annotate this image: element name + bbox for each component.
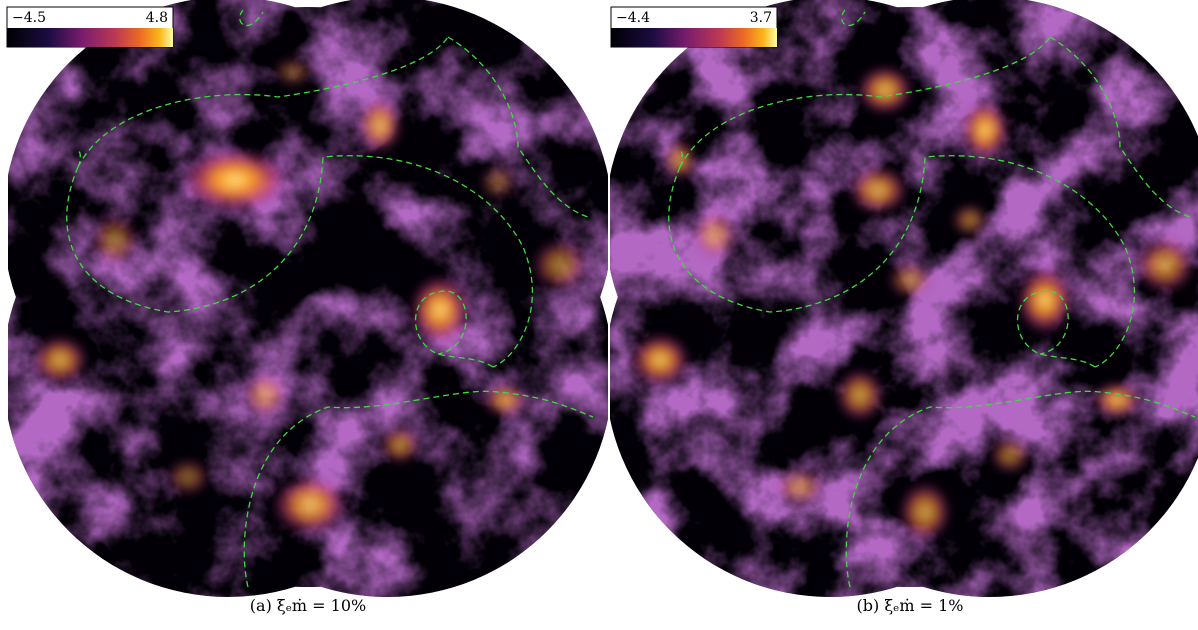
hot-spot xyxy=(273,58,313,86)
contour-line xyxy=(77,36,449,168)
hot-spot xyxy=(480,164,516,200)
contour-line xyxy=(66,155,533,368)
hot-spot xyxy=(410,275,470,345)
contour-line xyxy=(668,155,1135,368)
hot-spot xyxy=(888,262,932,298)
hot-spots xyxy=(630,66,1195,542)
hot-spot xyxy=(483,384,527,416)
contour-line xyxy=(679,151,683,168)
hot-spot xyxy=(848,166,908,214)
hot-spot xyxy=(166,459,210,495)
contour-line xyxy=(239,9,264,27)
contours xyxy=(66,9,594,588)
colorbar: −4.4 3.7 xyxy=(610,6,778,48)
density-map xyxy=(610,0,1198,597)
hot-spot xyxy=(272,475,348,535)
contour-line xyxy=(1017,290,1096,368)
caption: (b) ξₑṁ = 1% xyxy=(857,596,964,615)
hot-spot xyxy=(836,369,884,421)
map-panel xyxy=(610,0,1198,597)
contour-line xyxy=(447,36,589,218)
hot-spot xyxy=(91,214,139,266)
contour-line xyxy=(841,9,866,27)
hot-spot xyxy=(630,334,690,386)
hot-spot xyxy=(899,482,951,542)
hot-spot xyxy=(180,148,290,212)
density-map xyxy=(8,0,608,597)
colorbar-max: 4.8 xyxy=(146,10,168,26)
hot-spot xyxy=(358,97,402,153)
contour-line xyxy=(679,36,1051,168)
hot-spot xyxy=(693,211,737,259)
hot-spot xyxy=(664,140,696,180)
colorbar: −4.5 4.8 xyxy=(6,6,174,48)
hot-spot xyxy=(990,437,1030,473)
hot-spot xyxy=(1135,237,1195,293)
contour-line xyxy=(415,290,494,368)
hot-spot xyxy=(532,239,588,291)
contours xyxy=(668,9,1196,588)
hot-spot xyxy=(243,373,287,417)
hot-spot xyxy=(1017,266,1073,334)
hot-spot xyxy=(952,204,988,236)
colorbar-min: −4.5 xyxy=(12,10,46,26)
contour-line xyxy=(77,151,81,168)
hot-spot xyxy=(380,427,420,463)
hot-spots xyxy=(32,58,588,535)
colorbar-min: −4.4 xyxy=(616,10,650,26)
hot-spot xyxy=(776,469,824,505)
hot-spot xyxy=(32,336,88,384)
colorbar-max: 3.7 xyxy=(750,10,772,26)
hot-spot xyxy=(1093,382,1141,418)
hot-spot xyxy=(961,100,1009,160)
hot-spot xyxy=(857,66,913,114)
map-panel xyxy=(8,0,608,597)
contour-line xyxy=(1049,36,1191,218)
caption: (a) ξₑṁ = 10% xyxy=(250,596,366,615)
